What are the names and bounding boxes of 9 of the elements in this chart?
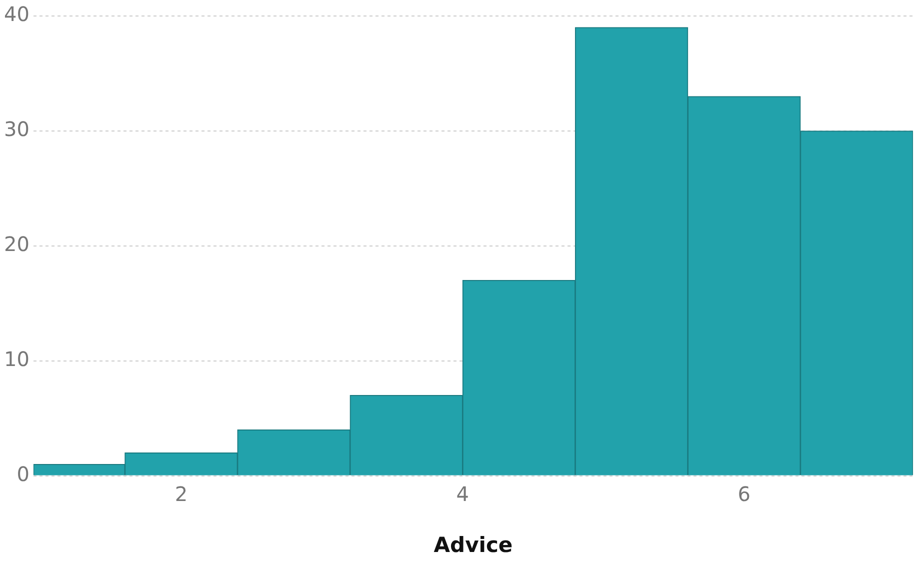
x-tick-label: 2 — [174, 482, 188, 506]
y-tick-label: 0 — [16, 462, 30, 486]
y-tick-label: 30 — [4, 117, 30, 142]
x-axis-title: Advice — [434, 532, 513, 557]
y-tick-label: 10 — [4, 347, 30, 372]
y-tick-label: 20 — [4, 232, 30, 256]
x-tick-label: 4 — [456, 482, 470, 506]
y-tick-label: 40 — [4, 2, 30, 26]
x-tick-label: 6 — [738, 482, 750, 506]
